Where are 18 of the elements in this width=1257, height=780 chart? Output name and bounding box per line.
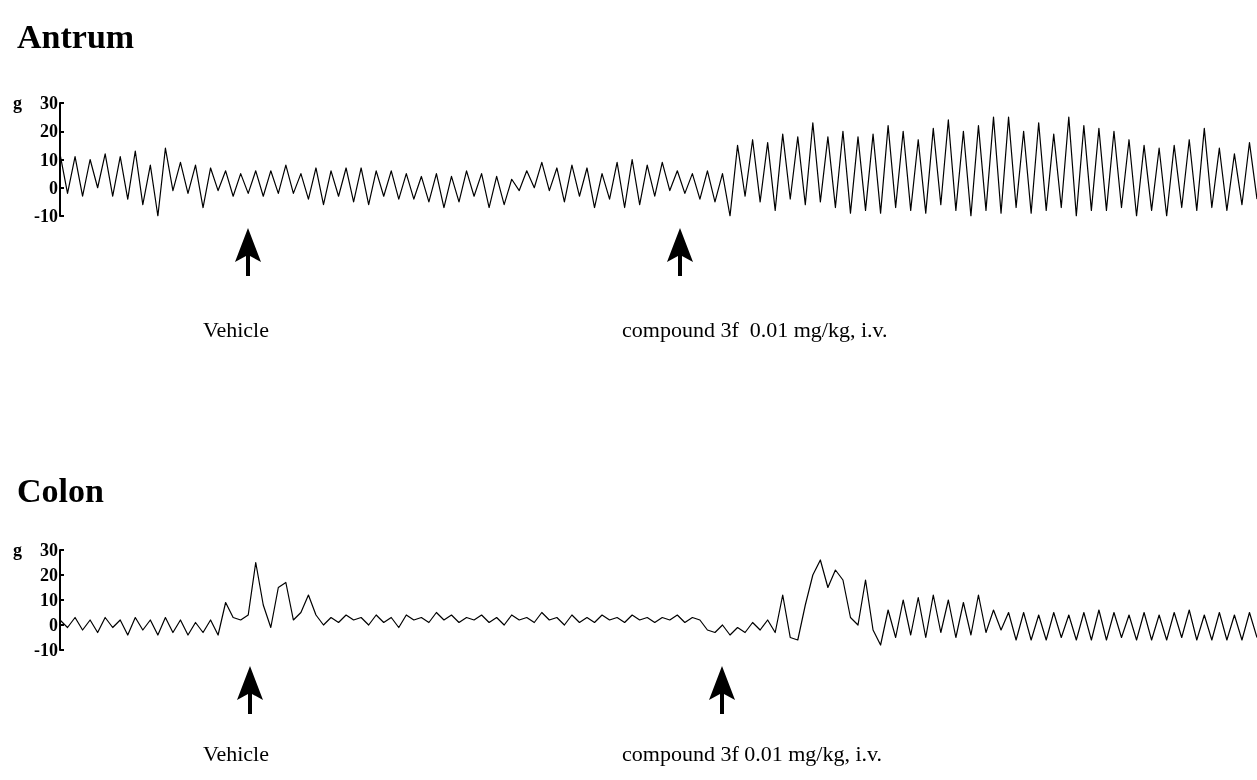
- text: compound 3f 0.01 mg/kg, i.v.: [622, 316, 888, 342]
- y-tick-label: 0: [49, 615, 58, 635]
- y-tick-label: 20: [40, 565, 58, 585]
- y-tick-label: -10: [34, 640, 58, 660]
- y-tick-label: 20: [40, 121, 58, 142]
- text: Vehicle: [203, 316, 269, 342]
- chart-title: Antrum: [17, 17, 135, 55]
- y-axis-title: g: [13, 540, 22, 560]
- y-tick-label: 30: [40, 93, 58, 113]
- text: compound 3f 0.01 mg/kg, i.v.: [622, 740, 883, 766]
- text: Vehicle: [203, 740, 269, 766]
- y-tick-label: 10: [40, 590, 58, 610]
- y-tick-label: -10: [34, 206, 58, 226]
- y-tick-label: 10: [40, 149, 58, 170]
- y-tick-label: 30: [40, 540, 58, 560]
- chart-title: Colon: [17, 471, 104, 509]
- y-axis-title: g: [13, 93, 22, 113]
- y-tick-label: 0: [49, 177, 58, 198]
